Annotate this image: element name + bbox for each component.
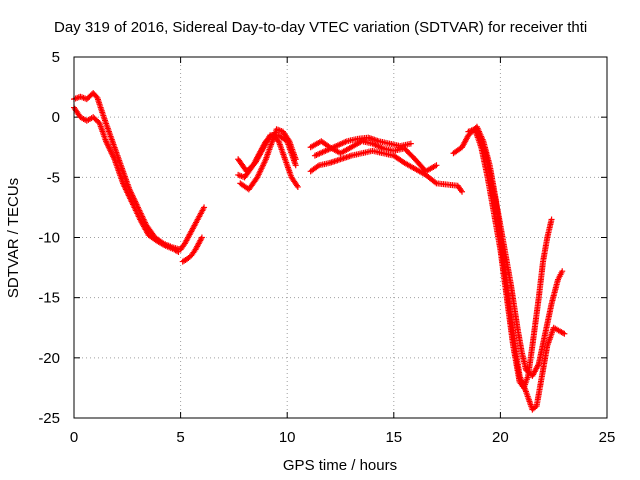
series-trace — [179, 234, 205, 265]
x-tick-label: 15 — [385, 429, 402, 446]
data-point — [201, 204, 208, 211]
series-trace — [71, 104, 182, 255]
y-tick-label: -20 — [38, 350, 60, 367]
series-trace — [235, 132, 299, 175]
data-point — [175, 248, 182, 255]
axis-ticks: 0 5 10 15 20 25 -25 -20 -15 -10 -5 0 5 — [38, 49, 615, 446]
data-point — [293, 182, 300, 189]
y-tick-label: -10 — [38, 230, 60, 247]
data-point — [198, 234, 205, 241]
plot-frame — [73, 56, 608, 419]
series-trace — [307, 147, 466, 195]
x-tick-label: 5 — [176, 429, 184, 446]
x-tick-label: 0 — [70, 429, 78, 446]
data-point — [433, 162, 440, 169]
y-tick-label: 0 — [52, 109, 60, 126]
data-point — [548, 216, 555, 223]
y-axis-label: SDTVAR / TECUs — [5, 178, 22, 298]
data-point — [561, 330, 568, 337]
x-tick-label: 10 — [279, 429, 296, 446]
series-trace — [307, 138, 440, 175]
data-points — [71, 90, 568, 413]
x-tick-label: 25 — [599, 429, 616, 446]
data-point — [432, 179, 439, 186]
data-point — [292, 162, 299, 169]
y-tick-label: 5 — [52, 49, 60, 66]
data-point — [459, 188, 466, 195]
y-tick-label: -25 — [38, 410, 60, 427]
chart-title: Day 319 of 2016, Sidereal Day-to-day VTE… — [54, 19, 587, 36]
y-tick-label: -15 — [38, 290, 60, 307]
data-point — [407, 140, 414, 147]
series-trace — [311, 134, 414, 159]
series-trace — [476, 132, 566, 379]
data-point — [559, 268, 566, 275]
data-point — [294, 183, 301, 190]
series-trace — [71, 90, 208, 253]
x-tick-label: 20 — [492, 429, 509, 446]
y-tick-label: -5 — [47, 169, 60, 186]
x-axis-label: GPS time / hours — [283, 457, 397, 474]
